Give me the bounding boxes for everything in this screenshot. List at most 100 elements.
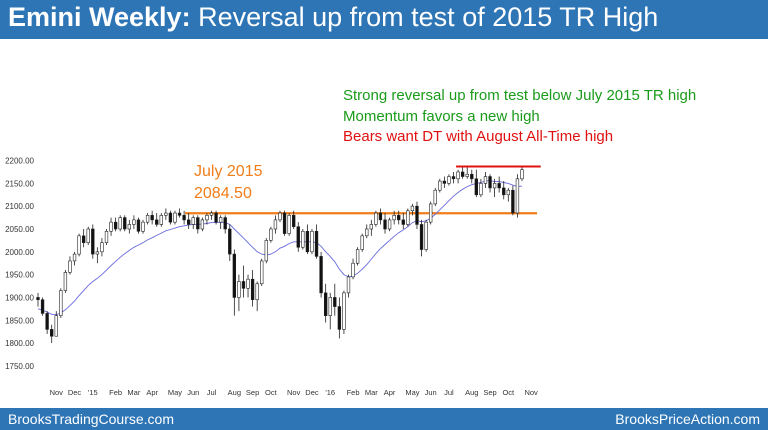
candle-bull bbox=[342, 292, 346, 330]
candle-bull bbox=[127, 224, 131, 230]
candle-bull bbox=[209, 212, 214, 216]
candle-bear bbox=[228, 228, 232, 255]
candle-bear bbox=[177, 212, 182, 216]
candle-bull bbox=[269, 228, 273, 241]
candle-bear bbox=[214, 212, 218, 223]
horizontal-lines bbox=[185, 165, 541, 215]
candle-bull bbox=[68, 260, 72, 273]
candle-bear bbox=[460, 171, 465, 177]
candle-bear bbox=[50, 329, 54, 337]
candle-bear bbox=[378, 212, 383, 221]
candle-bear bbox=[296, 226, 300, 248]
candle-bear bbox=[415, 205, 419, 225]
title-bold: Emini Weekly: bbox=[8, 2, 191, 32]
candle-bull bbox=[438, 180, 442, 191]
candle-bear bbox=[81, 235, 86, 243]
candle-bull bbox=[392, 215, 396, 221]
candle-bear bbox=[36, 297, 40, 301]
x-axis: Nov Dec '15 Feb Mar Apr May Jun Jul Aug Sep Oct Nov D… bbox=[50, 388, 538, 397]
candle-bear bbox=[155, 219, 159, 225]
x-tick-label: Aug bbox=[228, 388, 241, 397]
candle-bull bbox=[72, 253, 77, 262]
candle-bull bbox=[63, 272, 68, 291]
candle-bear bbox=[232, 253, 237, 298]
candle-bear bbox=[314, 230, 319, 257]
candle-bull bbox=[159, 215, 163, 225]
moving-average bbox=[37, 180, 523, 316]
y-tick-label: 1850.00 bbox=[5, 316, 34, 325]
candle-bull bbox=[260, 260, 264, 285]
candle-bear bbox=[511, 189, 515, 214]
y-tick-label: 2150.00 bbox=[5, 179, 34, 188]
x-tick-label: May bbox=[405, 388, 419, 397]
candle-bull bbox=[424, 221, 428, 250]
candle-bear bbox=[333, 297, 337, 307]
candle-bull bbox=[429, 203, 433, 223]
candle-bull bbox=[479, 183, 483, 196]
candle-bear bbox=[305, 230, 310, 253]
candle-bull bbox=[54, 315, 58, 337]
candle-bear bbox=[419, 224, 424, 250]
candle-bull bbox=[410, 205, 415, 212]
candle-bull bbox=[433, 189, 437, 205]
candle-bull bbox=[95, 251, 100, 255]
candle-bull bbox=[246, 278, 250, 289]
candle-bull bbox=[59, 290, 63, 316]
candle-bull bbox=[465, 173, 469, 177]
candle-bull bbox=[141, 221, 145, 232]
y-tick-label: 1750.00 bbox=[5, 362, 34, 371]
level-label-2: 2084.50 bbox=[194, 185, 252, 202]
x-tick-label: Dec bbox=[68, 388, 82, 397]
candle-bull bbox=[237, 281, 241, 298]
y-tick-label: 2000.00 bbox=[5, 248, 34, 257]
candle-bear bbox=[497, 183, 501, 189]
x-tick-label: Mar bbox=[365, 388, 378, 397]
candle-bear bbox=[241, 281, 246, 289]
candle-bull bbox=[369, 224, 373, 230]
x-tick-label: Dec bbox=[305, 388, 319, 397]
x-tick-label: '16 bbox=[325, 388, 335, 397]
candle-bull bbox=[360, 235, 364, 250]
annotation-line-2: Momentum favors a new high bbox=[343, 108, 540, 125]
candle-bull bbox=[387, 219, 392, 230]
x-tick-label: Oct bbox=[265, 388, 278, 397]
candle-bull bbox=[145, 215, 150, 223]
candle-bull bbox=[273, 219, 278, 230]
candle-bull bbox=[483, 176, 488, 184]
title-bar: Emini Weekly: Reversal up from test of 2… bbox=[0, 0, 768, 39]
y-tick-label: 2100.00 bbox=[5, 202, 34, 211]
candle-bear bbox=[319, 256, 323, 294]
candle-bear bbox=[502, 187, 506, 196]
y-tick-label: 2200.00 bbox=[5, 157, 34, 166]
candle-bear bbox=[150, 215, 154, 221]
x-tick-label: Apr bbox=[146, 388, 158, 397]
candle-bear bbox=[470, 173, 474, 180]
candle-bull bbox=[346, 276, 351, 294]
annotation-line-1: Strong reversal up from test below July … bbox=[343, 87, 697, 104]
candle-bear bbox=[292, 215, 296, 228]
candle-bear bbox=[337, 306, 342, 330]
candle-bull bbox=[520, 169, 524, 180]
candle-bull bbox=[205, 215, 209, 221]
x-tick-label: Jul bbox=[444, 388, 454, 397]
candle-bull bbox=[173, 212, 177, 223]
candle-bear bbox=[383, 219, 387, 230]
x-tick-label: Sep bbox=[483, 388, 496, 397]
candle-bull bbox=[164, 212, 168, 216]
moving-average-line bbox=[37, 180, 523, 316]
candle-bull bbox=[278, 212, 282, 221]
y-tick-label: 1800.00 bbox=[5, 339, 34, 348]
candle-bull bbox=[515, 178, 520, 214]
x-tick-label: Mar bbox=[127, 388, 140, 397]
price-bars bbox=[36, 167, 524, 344]
footer-bar: BrooksTradingCourse.com BrooksPriceActio… bbox=[0, 408, 768, 430]
candle-bear bbox=[282, 212, 287, 234]
candle-bull bbox=[406, 210, 410, 225]
candle-bear bbox=[323, 292, 328, 316]
x-tick-label: Apr bbox=[384, 388, 396, 397]
candle-bull bbox=[447, 176, 451, 184]
title-rest: Reversal up from test of 2015 TR High bbox=[198, 2, 659, 32]
x-tick-label: Jun bbox=[187, 388, 199, 397]
x-tick-label: Nov bbox=[287, 388, 301, 397]
candle-bear bbox=[223, 217, 227, 230]
